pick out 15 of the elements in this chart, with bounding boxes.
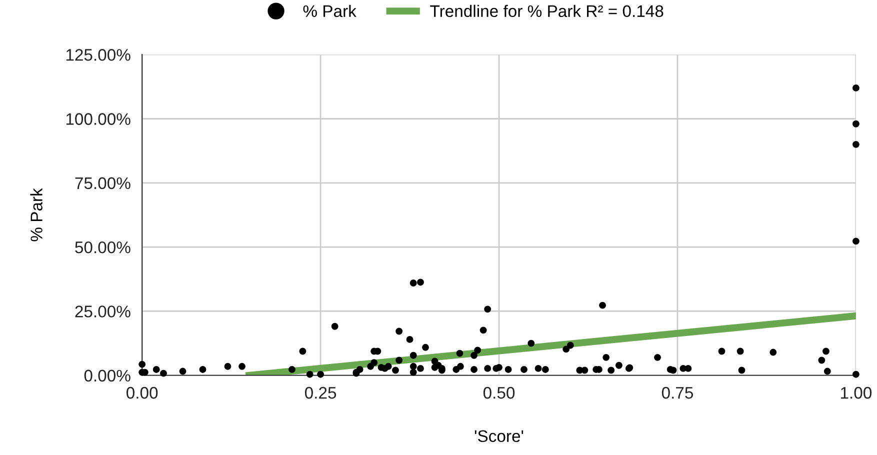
x-tick-label: 1.00 bbox=[841, 386, 872, 399]
y-tick-label: 75.00% bbox=[75, 177, 130, 190]
y-axis-title: % Park bbox=[30, 188, 42, 242]
x-tick-label: 0.25 bbox=[304, 386, 336, 399]
x-tick-label: 0.00 bbox=[126, 386, 158, 399]
y-tick-label: 25.00% bbox=[75, 306, 130, 318]
legend-label: Trendline for % Park R² = 0.148 bbox=[430, 4, 664, 18]
x-tick-label: 0.75 bbox=[662, 386, 694, 399]
y-tick-label: 100.00% bbox=[66, 113, 130, 125]
x-tick-label: 0.50 bbox=[483, 386, 515, 399]
y-tick-label: 0.00% bbox=[84, 370, 130, 382]
x-axis-title: 'Score' bbox=[474, 430, 524, 442]
y-tick-label: 50.00% bbox=[75, 241, 130, 254]
legend-label: % Park bbox=[303, 4, 356, 18]
y-tick-label: 125.00% bbox=[66, 49, 130, 61]
